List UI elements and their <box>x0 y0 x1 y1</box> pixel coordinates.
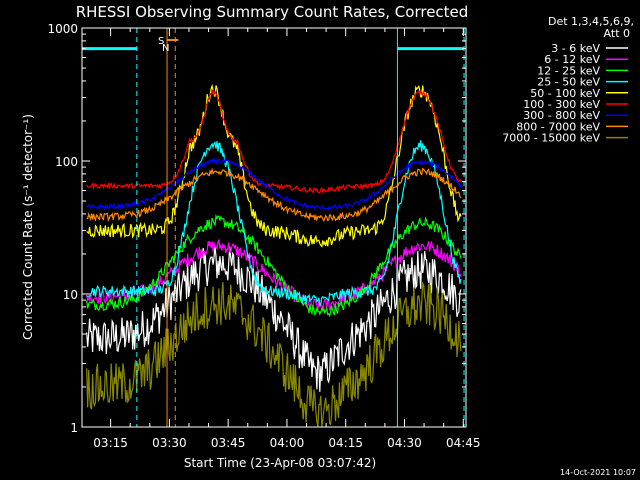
x-axis-label: Start Time (23-Apr-08 03:07:42) <box>184 456 376 470</box>
sn-marker-s-label: S <box>158 36 164 47</box>
legend-label-5: 100 - 300 keV <box>523 98 600 111</box>
y-tick-label: 100 <box>55 155 78 169</box>
series-line-5 <box>86 89 462 195</box>
legend-label-4: 50 - 100 keV <box>530 87 600 100</box>
y-axis-label: Corrected Count Rate (s⁻¹ detector⁻¹) <box>21 114 35 340</box>
y-tick-label: 1000 <box>47 22 78 36</box>
series-line-4 <box>86 83 462 248</box>
legend-label-6: 300 - 800 keV <box>523 109 600 122</box>
legend-label-1: 6 - 12 keV <box>544 53 600 66</box>
axis-layer: 1 10 100 1000 03:15 03:30 03:45 04:00 04:15 04:30… <box>47 22 480 450</box>
x-tick-label: 04:00 <box>270 436 305 450</box>
x-tick-label: 04:30 <box>387 436 422 450</box>
plot-frame <box>81 27 467 428</box>
legend-header-line1: Det 1,3,4,5,6,9, <box>548 15 634 28</box>
legend-label-3: 25 - 50 keV <box>537 76 600 89</box>
legend-label-8: 7000 - 15000 keV <box>502 132 600 145</box>
x-tick-label: 04:15 <box>328 436 363 450</box>
series-line-8 <box>86 281 462 428</box>
x-tick-label: 03:15 <box>93 436 128 450</box>
series-line-3 <box>86 140 462 308</box>
y-tick-label: 10 <box>63 288 78 302</box>
legend-header-line2: Att 0 <box>604 27 630 40</box>
legend-label-7: 800 - 7000 keV <box>516 120 600 133</box>
x-tick-label: 04:45 <box>446 436 481 450</box>
series-line-0 <box>86 246 462 392</box>
x-tick-label: 03:45 <box>211 436 246 450</box>
legend-label-2: 12 - 25 keV <box>537 64 600 77</box>
legend-label-0: 3 - 6 keV <box>551 42 600 55</box>
sn-marker-n-label: N <box>162 43 169 54</box>
footer-date: 14-Oct-2021 10:07 <box>560 468 636 477</box>
y-tick-label: 1 <box>70 421 78 435</box>
chart-title: RHESSI Observing Summary Count Rates, Co… <box>76 3 469 21</box>
series-line-6 <box>86 156 462 212</box>
series-line-7 <box>86 167 462 223</box>
plot-data-layer: SN <box>82 28 465 428</box>
x-tick-label: 03:30 <box>152 436 187 450</box>
